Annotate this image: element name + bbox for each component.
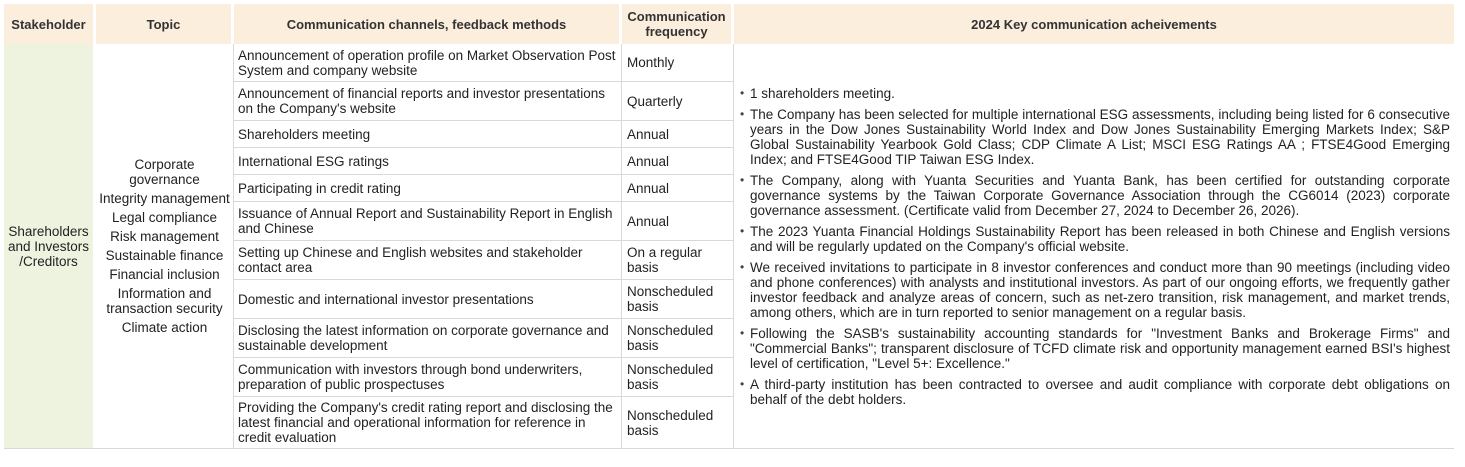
achievement-item: The 2023 Yuanta Financial Holdings Susta… bbox=[740, 224, 1450, 254]
achievement-item: A third-party institution has been contr… bbox=[740, 377, 1450, 407]
channel-cell: Communication with investors through bon… bbox=[234, 358, 622, 397]
table-row: Shareholders meeting Annual bbox=[4, 121, 1454, 148]
stakeholder-communication-table: Stakeholder Topic Communication channels… bbox=[4, 4, 1454, 448]
achievement-item: Following the SASB's sustainability acco… bbox=[740, 326, 1450, 371]
frequency-cell: Annual bbox=[622, 202, 734, 241]
topic-item: Corporate governance bbox=[129, 157, 200, 187]
frequency-cell: Monthly bbox=[622, 44, 734, 82]
frequency-cell: Annual bbox=[622, 175, 734, 202]
table-row: Participating in credit rating Annual bbox=[4, 175, 1454, 202]
table-row: Announcement of financial reports and in… bbox=[4, 82, 1454, 121]
table-row: International ESG ratings Annual bbox=[4, 148, 1454, 175]
achievement-item: The Company, along with Yuanta Securitie… bbox=[740, 173, 1450, 218]
channel-cell: International ESG ratings bbox=[234, 148, 622, 175]
table-row: Setting up Chinese and English websites … bbox=[4, 241, 1454, 280]
frequency-cell: Nonscheduled basis bbox=[622, 397, 734, 448]
frequency-cell: Nonscheduled basis bbox=[622, 280, 734, 319]
channel-cell: Participating in credit rating bbox=[234, 175, 622, 202]
topic-item: Integrity management bbox=[99, 191, 230, 206]
table-row: Providing the Company's credit rating re… bbox=[4, 397, 1454, 448]
frequency-cell: Nonscheduled basis bbox=[622, 319, 734, 358]
frequency-cell: Annual bbox=[622, 121, 734, 148]
table-bottom-rule bbox=[4, 448, 1454, 449]
frequency-cell: Quarterly bbox=[622, 82, 734, 121]
topic-item: Financial inclusion bbox=[109, 267, 220, 282]
channel-cell: Announcement of financial reports and in… bbox=[234, 82, 622, 121]
table-row: Issuance of Annual Report and Sustainabi… bbox=[4, 202, 1454, 241]
topic-item: Climate action bbox=[121, 320, 208, 335]
frequency-cell: Annual bbox=[622, 148, 734, 175]
achievement-item: The Company has been selected for multip… bbox=[740, 107, 1450, 167]
table-row: Communication with investors through bon… bbox=[4, 358, 1454, 397]
header-frequency: Communication frequency bbox=[622, 4, 734, 44]
topic-item: Information and transaction security bbox=[106, 286, 223, 316]
achievements-cell: 1 shareholders meeting. The Company has … bbox=[734, 44, 1454, 448]
topic-item: Sustainable finance bbox=[105, 248, 224, 263]
table-row: Disclosing the latest information on cor… bbox=[4, 319, 1454, 358]
frequency-cell: On a regular basis bbox=[622, 241, 734, 280]
topic-item: Legal compliance bbox=[111, 210, 218, 225]
channel-cell: Disclosing the latest information on cor… bbox=[234, 319, 622, 358]
channel-cell: Providing the Company's credit rating re… bbox=[234, 397, 622, 448]
channel-cell: Issuance of Annual Report and Sustainabi… bbox=[234, 202, 622, 241]
frequency-cell: Nonscheduled basis bbox=[622, 358, 734, 397]
header-topic: Topic bbox=[96, 4, 234, 44]
topic-cell: Corporate governance Integrity managemen… bbox=[96, 44, 234, 448]
header-stakeholder: Stakeholder bbox=[4, 4, 96, 44]
channel-cell: Setting up Chinese and English websites … bbox=[234, 241, 622, 280]
achievements-list: 1 shareholders meeting. The Company has … bbox=[740, 86, 1450, 407]
topic-item: Risk management bbox=[110, 229, 219, 244]
channel-cell: Domestic and international investor pres… bbox=[234, 280, 622, 319]
table-header-row: Stakeholder Topic Communication channels… bbox=[4, 4, 1454, 44]
achievement-item: We received invitations to participate i… bbox=[740, 260, 1450, 320]
header-achievements: 2024 Key communication acheivements bbox=[734, 4, 1454, 44]
header-channels: Communication channels, feedback methods bbox=[234, 4, 622, 44]
channel-cell: Shareholders meeting bbox=[234, 121, 622, 148]
table-row: Shareholders and Investors /Creditors Co… bbox=[4, 44, 1454, 448]
stakeholder-cell: Shareholders and Investors /Creditors bbox=[4, 44, 96, 448]
table-row: Domestic and international investor pres… bbox=[4, 280, 1454, 319]
achievement-item: 1 shareholders meeting. bbox=[740, 86, 1450, 101]
channel-cell: Announcement of operation profile on Mar… bbox=[234, 44, 622, 82]
